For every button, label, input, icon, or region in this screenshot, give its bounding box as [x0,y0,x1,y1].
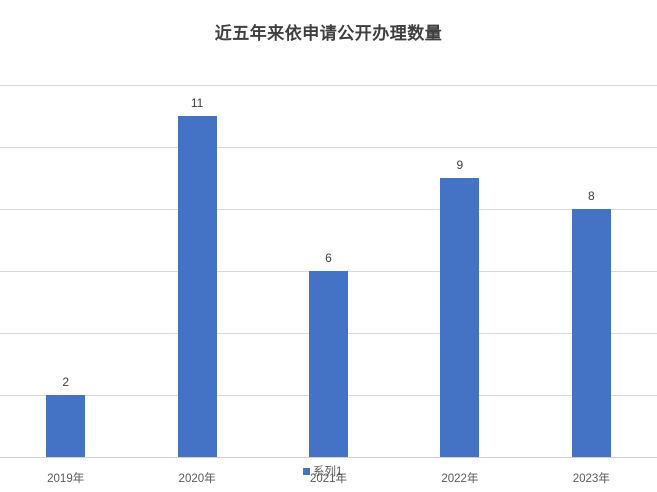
bar-value-label: 11 [190,96,204,110]
bar[interactable] [440,178,480,457]
bar[interactable] [571,209,611,457]
bar-value-label: 2 [62,375,70,389]
gridline [0,147,657,148]
bar-value-label: 6 [325,251,332,265]
bar-group: 2 [46,85,86,457]
category-label-2022年: 2022年 [441,473,479,485]
category-label-2023年: 2023年 [572,473,610,485]
plot-area: 2 11 6 9 8 [0,85,657,458]
bar[interactable] [46,395,86,457]
category-label-2020年: 2020年 [178,473,216,485]
legend-label: 系列1 [313,466,343,478]
category-axis-labels: 2019年 2020年 2021年 2022年 2023年 [0,462,657,492]
gridline [0,209,657,210]
chart-legend[interactable]: 系列1 [303,463,342,479]
bar[interactable] [177,116,217,457]
bar-value-label: 9 [456,158,464,172]
bar-group: 9 [440,85,480,457]
bar-group: 11 [177,85,217,457]
chart-title: 近五年来依申请公开办理数量 [214,24,443,43]
legend-square-icon [303,467,310,475]
bar[interactable] [309,271,348,457]
category-label-2019年: 2019年 [47,473,85,485]
category-label-2021年: 2021年 [309,473,348,485]
category-axis-line [0,457,657,458]
bar-group: 8 [571,85,611,457]
gridline [0,85,657,86]
bar-group: 6 [309,85,348,457]
bar-value-label: 8 [587,189,595,203]
